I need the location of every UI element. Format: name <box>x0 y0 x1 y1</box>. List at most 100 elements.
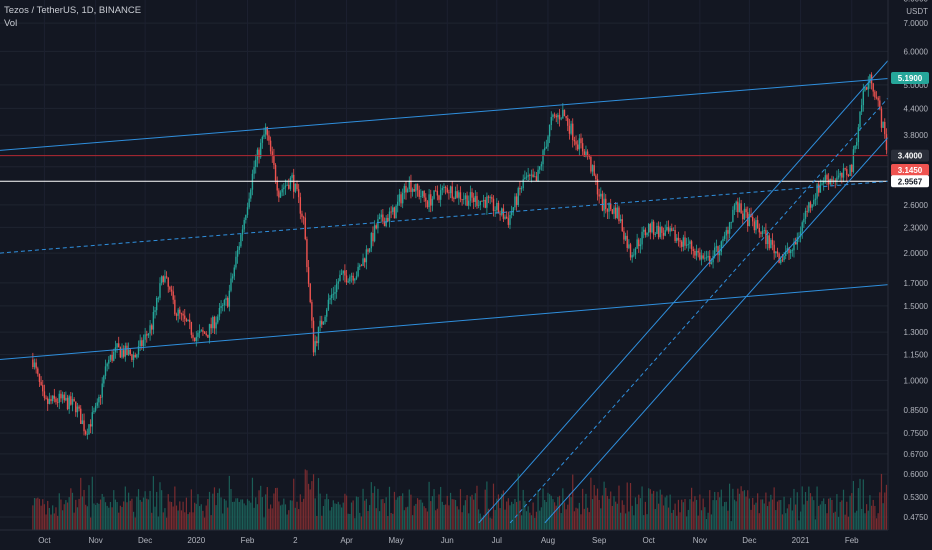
volume-bar <box>519 500 521 530</box>
volume-bar <box>207 499 209 530</box>
candle-body <box>182 313 184 316</box>
candle-body <box>438 195 440 200</box>
price-tick-label: 0.5300 <box>904 493 929 502</box>
volume-bar <box>73 512 75 530</box>
candle-body <box>671 228 673 231</box>
time-tick-label: Apr <box>340 536 353 545</box>
candle-body <box>350 275 353 277</box>
volume-bar <box>270 504 272 530</box>
candle-body <box>55 398 57 402</box>
candle-body <box>517 188 519 206</box>
volume-bar <box>808 486 810 530</box>
candle-body <box>481 200 483 202</box>
candle-body <box>837 175 840 178</box>
volume-bar <box>641 486 643 530</box>
time-tick-label: Oct <box>38 536 51 545</box>
candle-body <box>73 399 75 402</box>
candle-body <box>230 278 232 291</box>
candle-body <box>700 255 703 260</box>
volume-bar <box>775 510 777 530</box>
volume-bar <box>549 494 551 530</box>
candle-body <box>697 250 699 253</box>
candle-body <box>681 241 683 247</box>
candle-body <box>326 309 328 317</box>
candle-body <box>578 138 581 150</box>
volume-bar <box>137 489 140 530</box>
volume-bar <box>852 480 855 530</box>
volume-bar <box>185 497 188 530</box>
volume-bar <box>420 499 422 530</box>
candle-body <box>461 199 463 201</box>
volume-bar <box>365 498 367 530</box>
volume-bar <box>601 495 604 530</box>
candle-body <box>449 186 452 194</box>
candle-body <box>233 267 235 277</box>
volume-bar <box>593 485 595 530</box>
candle-body <box>372 232 374 242</box>
candle-body <box>222 305 224 306</box>
price-axis[interactable] <box>888 0 932 550</box>
volume-bar <box>218 488 221 530</box>
candle-body <box>636 239 638 249</box>
volume-bar <box>123 501 125 530</box>
volume-bar <box>778 500 780 530</box>
volume-bar <box>826 513 828 530</box>
volume-bar <box>128 492 130 530</box>
volume-bar <box>251 477 254 530</box>
candle-body <box>464 195 467 199</box>
volume-bar <box>314 498 316 530</box>
candle-body <box>243 220 245 230</box>
candle-body <box>699 252 701 260</box>
volume-bar <box>78 498 80 530</box>
candle-body <box>439 190 442 200</box>
candle-body <box>529 175 531 176</box>
candle-body <box>223 299 226 306</box>
candle-body <box>71 399 74 405</box>
candle-body <box>702 255 704 259</box>
candle-body <box>740 203 742 214</box>
candle-body <box>763 230 765 232</box>
candle-body <box>879 100 881 109</box>
candle-body <box>799 231 802 237</box>
volume-bar <box>317 478 320 530</box>
candle-body <box>208 324 211 338</box>
candle-body <box>806 210 808 212</box>
volume-bar <box>288 510 290 530</box>
candle-body <box>76 406 79 413</box>
price-tick-label: 0.6000 <box>904 470 929 479</box>
volume-bar <box>709 490 711 530</box>
candle-body <box>324 316 326 322</box>
candle-body <box>364 258 366 263</box>
candle-body <box>151 325 153 330</box>
time-tick-label: May <box>389 536 404 545</box>
candle-body <box>388 211 391 222</box>
candle-body <box>200 330 202 332</box>
volume-bar <box>514 498 516 530</box>
candle-body <box>103 375 105 384</box>
volume-bar <box>90 517 92 530</box>
candle-body <box>68 396 70 410</box>
volume-bar <box>672 509 675 530</box>
volume-bar <box>755 502 757 530</box>
volume-bar <box>324 499 326 530</box>
candle-body <box>486 196 488 208</box>
volume-bar <box>790 497 792 530</box>
price-tag-label: 5.1900 <box>898 74 923 83</box>
volume-bar <box>342 502 344 530</box>
volume-bar <box>770 494 772 530</box>
candle-body <box>491 197 493 199</box>
volume-bar <box>707 512 709 530</box>
candle-body <box>676 237 678 242</box>
time-axis[interactable] <box>0 530 932 550</box>
candle-body <box>593 165 595 176</box>
trendlines[interactable] <box>0 22 922 524</box>
candle-body <box>192 334 194 338</box>
candle-body <box>189 319 191 322</box>
candle-body <box>692 249 694 251</box>
candle-body <box>781 259 784 261</box>
candle-body <box>707 256 709 258</box>
candle-body <box>849 164 851 176</box>
volume-bar <box>174 486 176 530</box>
price-tick-label: 8.0000 <box>904 0 929 4</box>
